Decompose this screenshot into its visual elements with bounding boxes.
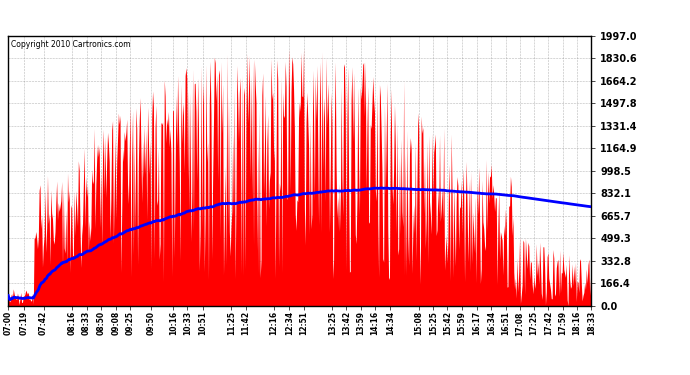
Text: West Array Actual Power (red) & Running Average Power (Watts blue)  Tue Mar 16 1: West Array Actual Power (red) & Running …	[3, 10, 593, 22]
Text: Copyright 2010 Cartronics.com: Copyright 2010 Cartronics.com	[11, 40, 130, 49]
